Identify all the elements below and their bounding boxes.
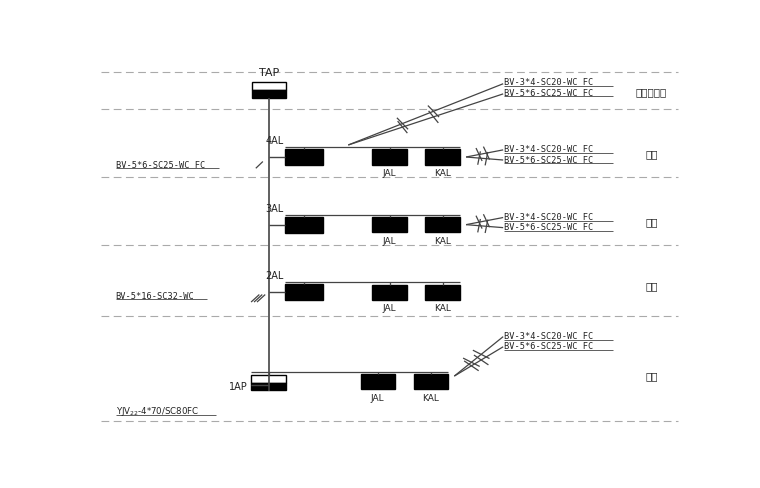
Bar — [252, 82, 286, 90]
Text: JAL: JAL — [371, 394, 385, 403]
Text: 二层: 二层 — [645, 281, 658, 291]
Text: BV-5*16-SC32-WC: BV-5*16-SC32-WC — [116, 291, 195, 301]
Text: BV-5*6-SC25-WC FC: BV-5*6-SC25-WC FC — [505, 342, 594, 351]
Text: KAL: KAL — [434, 169, 451, 178]
Text: 4AL: 4AL — [265, 136, 283, 146]
Bar — [372, 217, 407, 232]
Text: BV-3*4-SC20-WC FC: BV-3*4-SC20-WC FC — [505, 145, 594, 154]
Bar — [361, 374, 394, 389]
Bar — [426, 149, 460, 164]
Bar — [426, 217, 460, 232]
Bar — [252, 90, 286, 98]
Text: 四层: 四层 — [645, 149, 658, 160]
Text: BV-3*4-SC20-WC FC: BV-3*4-SC20-WC FC — [505, 213, 594, 222]
Text: KAL: KAL — [423, 394, 439, 403]
Text: 电梯机房层: 电梯机房层 — [636, 87, 667, 98]
Text: TAP: TAP — [258, 68, 279, 79]
Text: BV-5*6-SC25-WC FC: BV-5*6-SC25-WC FC — [116, 161, 205, 170]
Bar — [251, 375, 287, 383]
Text: 3AL: 3AL — [265, 204, 283, 214]
Bar — [251, 383, 287, 390]
Text: JAL: JAL — [383, 305, 396, 313]
Text: BV-3*4-SC20-WC FC: BV-3*4-SC20-WC FC — [505, 79, 594, 87]
Text: KAL: KAL — [434, 237, 451, 245]
Bar — [285, 217, 323, 233]
Bar — [285, 149, 323, 165]
Text: 一层: 一层 — [645, 371, 658, 381]
Bar — [413, 374, 448, 389]
Bar — [285, 285, 323, 300]
Text: 三层: 三层 — [645, 217, 658, 227]
Text: BV-5*6-SC25-WC FC: BV-5*6-SC25-WC FC — [505, 223, 594, 232]
Text: 2AL: 2AL — [265, 271, 283, 282]
Text: BV-5*6-SC25-WC FC: BV-5*6-SC25-WC FC — [505, 89, 594, 98]
Bar — [426, 285, 460, 300]
Text: 1AP: 1AP — [230, 382, 248, 391]
Text: BV-5*6-SC25-WC FC: BV-5*6-SC25-WC FC — [505, 156, 594, 164]
Bar — [372, 149, 407, 164]
Text: YJV$_{22}$-4*70/SC80FC: YJV$_{22}$-4*70/SC80FC — [116, 405, 199, 418]
Text: JAL: JAL — [383, 169, 396, 178]
Bar — [372, 285, 407, 300]
Text: KAL: KAL — [434, 305, 451, 313]
Text: BV-3*4-SC20-WC FC: BV-3*4-SC20-WC FC — [505, 332, 594, 341]
Text: JAL: JAL — [383, 237, 396, 245]
